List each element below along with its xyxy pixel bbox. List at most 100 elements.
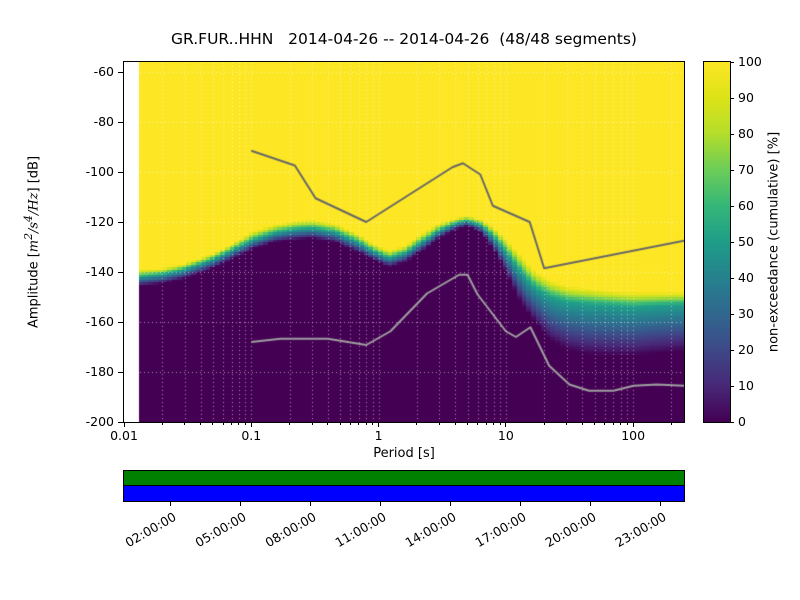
x-minor-tick-mark: [594, 422, 596, 425]
x-minor-tick-mark: [467, 422, 469, 425]
x-tick-label: 0.1: [241, 428, 262, 443]
x-tick-label: 100: [621, 428, 646, 443]
x-tick-mark: [378, 422, 380, 427]
x-tick-mark: [123, 422, 125, 427]
colorbar-tick-label: 20: [738, 342, 754, 357]
y-axis-label-prefix: Amplitude [: [26, 252, 42, 329]
x-minor-tick-mark: [238, 422, 240, 425]
colorbar-tick-label: 50: [738, 234, 754, 249]
x-minor-tick-mark: [244, 422, 246, 425]
x-minor-tick-mark: [184, 422, 186, 425]
y-tick-mark: [118, 271, 123, 273]
colorbar-tick-label: 10: [738, 378, 754, 393]
y-axis-label: Amplitude [m2/s4/Hz] [dB]: [22, 156, 41, 328]
colorbar-tick-label: 0: [738, 414, 746, 429]
colorbar-frame: [703, 61, 731, 423]
x-minor-tick-mark: [349, 422, 351, 425]
y-tick-mark: [118, 121, 123, 123]
y-tick-mark: [118, 371, 123, 373]
timeline-tick-label: 20:00:00: [542, 509, 599, 551]
x-minor-tick-mark: [212, 422, 214, 425]
x-minor-tick-mark: [454, 422, 456, 425]
timeline-tick-mark: [380, 502, 382, 506]
unit-hz: /Hz: [26, 192, 42, 216]
timeline-bar-top: [123, 470, 685, 486]
timeline-tick-label: 17:00:00: [472, 509, 529, 551]
timeline-tick-label: 23:00:00: [612, 509, 669, 551]
y-tick-mark: [118, 321, 123, 323]
x-minor-tick-mark: [365, 422, 367, 425]
x-minor-tick-mark: [620, 422, 622, 425]
colorbar-tick-mark: [730, 421, 734, 423]
timeline-tick-label: 11:00:00: [332, 509, 389, 551]
x-minor-tick-mark: [581, 422, 583, 425]
x-minor-tick-mark: [416, 422, 418, 425]
x-minor-tick-mark: [339, 422, 341, 425]
unit-s: /s: [26, 221, 42, 234]
ppsd-heatmap-canvas: [124, 62, 684, 422]
x-minor-tick-mark: [612, 422, 614, 425]
plot-title: GR.FUR..HHN 2014-04-26 -- 2014-04-26 (48…: [171, 30, 637, 48]
y-tick-label: -180: [85, 364, 114, 379]
colorbar-tick-label: 90: [738, 90, 754, 105]
x-tick-label: 10: [497, 428, 514, 443]
x-minor-tick-mark: [358, 422, 360, 425]
colorbar-tick-mark: [730, 313, 734, 315]
colorbar-canvas: [704, 62, 730, 422]
colorbar-tick-label: 60: [738, 198, 754, 213]
y-tick-label: -60: [93, 64, 114, 79]
colorbar-tick-mark: [730, 385, 734, 387]
colorbar-tick-label: 70: [738, 162, 754, 177]
x-minor-tick-mark: [311, 422, 313, 425]
unit-m-exp: 2: [22, 233, 36, 240]
timeline-tick-mark: [240, 502, 242, 506]
x-tick-mark: [505, 422, 507, 427]
timeline-bar-bottom: [123, 485, 685, 502]
x-minor-tick-mark: [327, 422, 329, 425]
plot-frame: [123, 61, 685, 423]
x-minor-tick-mark: [289, 422, 291, 425]
colorbar-tick-mark: [730, 61, 734, 63]
timeline-tick-label: 02:00:00: [122, 509, 179, 551]
x-tick-mark: [632, 422, 634, 427]
colorbar-tick-label: 40: [738, 270, 754, 285]
x-minor-tick-mark: [626, 422, 628, 425]
x-minor-tick-mark: [477, 422, 479, 425]
y-axis-label-suffix: ] [dB]: [26, 155, 42, 193]
y-tick-label: -80: [93, 114, 114, 129]
x-minor-tick-mark: [161, 422, 163, 425]
timeline-tick-label: 05:00:00: [192, 509, 249, 551]
x-minor-tick-mark: [670, 422, 672, 425]
x-minor-tick-mark: [499, 422, 501, 425]
x-tick-label: 0.01: [110, 428, 138, 443]
colorbar-tick-mark: [730, 349, 734, 351]
x-minor-tick-mark: [438, 422, 440, 425]
y-tick-label: -160: [85, 314, 114, 329]
y-tick-label: -120: [85, 214, 114, 229]
x-minor-tick-mark: [604, 422, 606, 425]
x-minor-tick-mark: [566, 422, 568, 425]
unit-s-exp: 4: [22, 215, 36, 222]
x-minor-tick-mark: [200, 422, 202, 425]
timeline-tick-mark: [310, 502, 312, 506]
x-minor-tick-mark: [493, 422, 494, 425]
x-tick-mark: [250, 422, 252, 427]
y-tick-mark: [118, 171, 123, 173]
x-axis-label: Period [s]: [373, 446, 435, 461]
y-axis-unit: m2/s4/Hz: [22, 192, 42, 253]
timeline-tick-label: 14:00:00: [402, 509, 459, 551]
y-tick-mark: [118, 221, 123, 223]
x-tick-label: 1: [374, 428, 383, 443]
colorbar-tick-mark: [730, 277, 734, 279]
colorbar-tick-label: 80: [738, 126, 754, 141]
timeline-tick-mark: [170, 502, 172, 506]
colorbar-tick-mark: [730, 133, 734, 135]
timeline-tick-mark: [450, 502, 452, 506]
x-minor-tick-mark: [372, 422, 374, 425]
colorbar-tick-mark: [730, 205, 734, 207]
unit-m: m: [26, 239, 42, 253]
colorbar-tick-mark: [730, 169, 734, 171]
colorbar-tick-mark: [730, 241, 734, 243]
colorbar-label: non-exceedance (cumulative) [%]: [766, 131, 782, 353]
